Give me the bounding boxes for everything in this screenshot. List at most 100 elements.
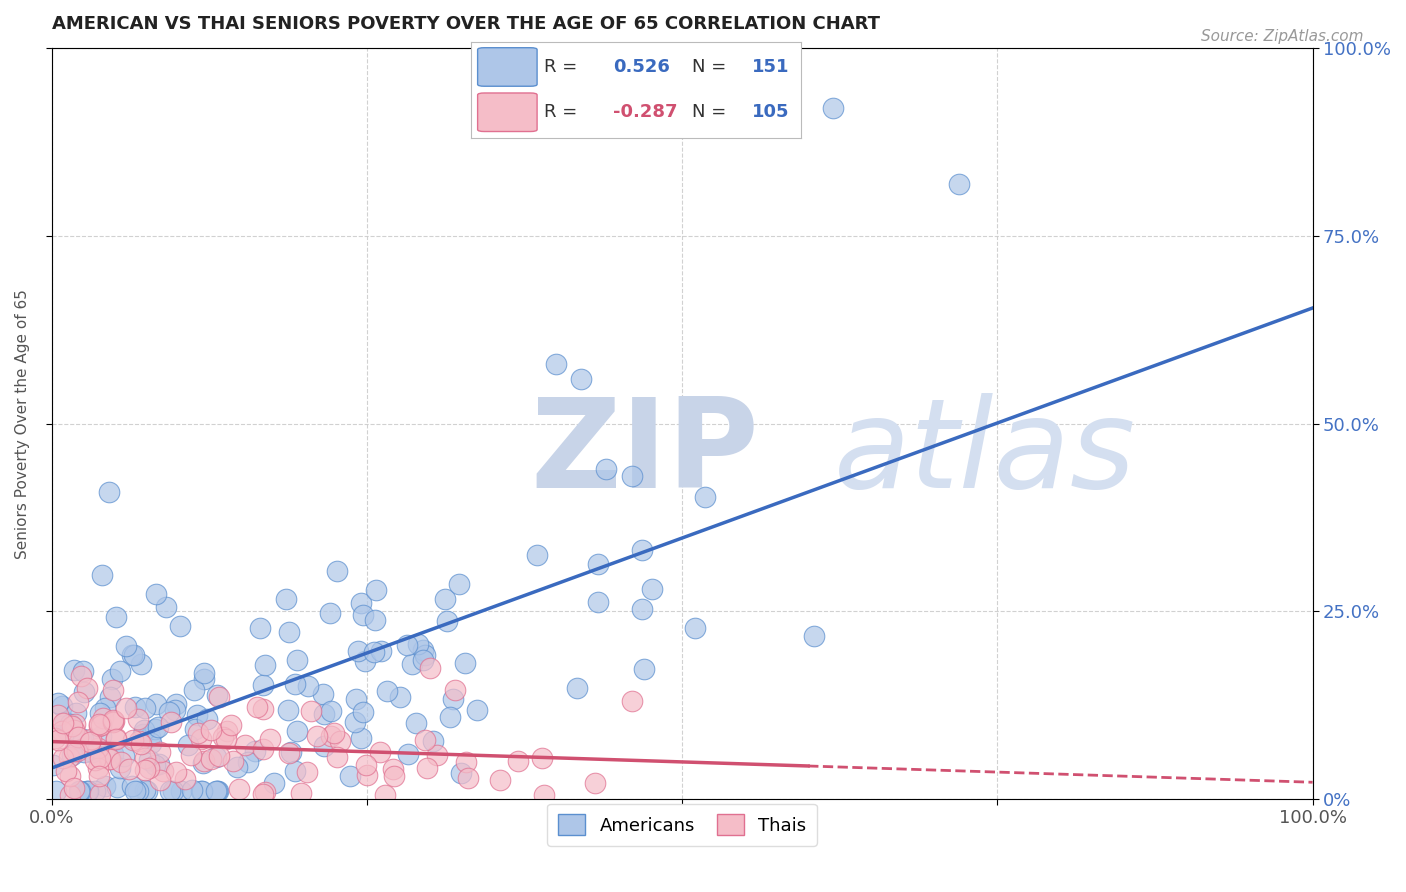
Point [127,784,149,798]
Point [396,747,419,761]
Point [67,784,90,798]
Point [134,783,156,797]
Point [321,729,343,743]
Point [162,784,184,798]
Point [415,761,437,775]
Point [412,642,434,657]
Point [312,739,335,754]
Point [465,703,488,717]
Point [65,717,87,731]
Point [641,582,664,596]
Point [58,750,80,764]
Point [364,582,387,597]
Point [544,357,567,371]
Point [422,734,444,748]
Point [252,788,274,802]
Point [280,745,302,759]
Point [181,783,204,797]
Point [287,724,309,739]
Point [347,644,370,658]
Point [134,751,156,765]
Point [45,784,67,798]
Point [122,733,145,747]
Point [177,738,200,752]
Point [352,608,374,623]
Point [307,729,329,743]
Text: 151: 151 [752,58,789,76]
Point [412,653,434,667]
Point [243,744,266,758]
Point [51,716,73,731]
Point [285,653,308,667]
Point [65,743,87,757]
Point [89,717,111,731]
Point [148,721,170,735]
Point [439,710,461,724]
Point [72,731,94,746]
Point [284,677,307,691]
Point [90,718,112,732]
Text: ZIP: ZIP [530,393,759,514]
Point [105,731,128,746]
Point [48,707,70,722]
Point [299,704,322,718]
Point [101,747,124,761]
Point [166,697,188,711]
Point [693,490,716,504]
Point [114,700,136,714]
Point [76,681,98,696]
Point [84,753,107,767]
Point [112,748,135,763]
Point [63,723,86,738]
Point [290,786,312,800]
Point [323,726,346,740]
Point [208,690,231,705]
Point [89,706,111,721]
Point [363,645,385,659]
Legend: Americans, Thais: Americans, Thais [547,804,817,847]
Point [170,784,193,798]
Point [339,769,361,783]
Point [55,764,77,778]
Point [98,690,121,704]
Point [84,784,107,798]
Point [586,594,609,608]
Point [212,730,235,744]
Point [436,614,458,628]
Point [329,734,352,748]
Point [121,648,143,662]
Point [204,784,226,798]
Point [325,564,347,578]
Point [205,750,228,764]
Point [631,542,654,557]
Point [254,785,277,799]
Point [124,784,146,798]
Point [89,751,111,765]
Point [488,773,510,788]
Point [51,724,73,739]
Point [312,687,335,701]
Point [426,747,449,762]
Point [62,663,84,677]
Text: R =: R = [544,58,576,76]
Point [136,783,159,797]
Point [683,621,706,635]
Point [205,784,228,798]
Point [159,784,181,798]
Point [105,780,128,794]
Point [191,756,214,770]
Point [134,763,156,777]
Point [382,762,405,776]
Point [208,748,231,763]
Point [823,102,845,116]
Point [79,731,101,746]
Point [94,779,117,793]
Point [318,606,340,620]
Point [87,719,110,733]
Point [434,592,457,607]
Text: R =: R = [544,103,576,121]
Text: N =: N = [692,103,727,121]
Point [149,745,172,759]
Point [350,596,373,610]
Point [274,591,297,606]
